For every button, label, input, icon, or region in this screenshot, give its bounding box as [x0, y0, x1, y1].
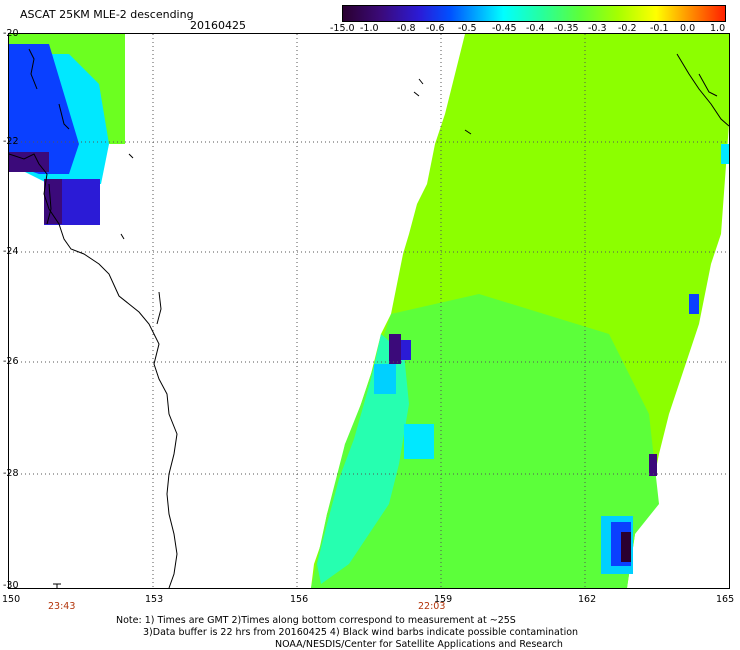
time-label: 23:43 — [48, 601, 76, 612]
lat-label: -20 — [3, 28, 19, 39]
swath-blue-patch — [389, 334, 401, 364]
lat-label: -22 — [3, 136, 19, 147]
lat-label: -24 — [3, 246, 19, 257]
coastline-reef — [120, 78, 472, 240]
colorbar-labels: -15.0 -1.0 -0.8 -0.6 -0.5 -0.45 -0.4 -0.… — [330, 23, 740, 37]
lat-label: -26 — [3, 356, 19, 367]
time-marker — [53, 583, 61, 588]
lon-label: 150 — [2, 594, 21, 605]
swath-blue-patch — [649, 454, 657, 476]
colorbar-label: -15.0 — [330, 23, 355, 34]
colorbar-label: -0.6 — [426, 23, 445, 34]
lon-label: 156 — [290, 594, 309, 605]
swath-cyan-patch — [721, 144, 729, 164]
colorbar-label: -1.0 — [360, 23, 379, 34]
colorbar-label: -0.2 — [618, 23, 637, 34]
colorbar — [342, 5, 726, 22]
lon-label: 165 — [716, 594, 735, 605]
colorbar-label: 0.0 — [680, 23, 696, 34]
lon-label: 159 — [434, 594, 453, 605]
coastline-fraser — [156, 291, 162, 325]
lon-label: 153 — [145, 594, 164, 605]
colorbar-label: -0.3 — [588, 23, 607, 34]
swath-cyan-band — [317, 334, 409, 584]
colorbar-label: 1.0 — [710, 23, 726, 34]
map-svg — [9, 34, 729, 588]
swath-cyan-patch — [404, 424, 434, 459]
swath-blue-patch — [401, 340, 411, 360]
colorbar-label: -0.1 — [650, 23, 669, 34]
lon-label: 162 — [578, 594, 597, 605]
product-title: ASCAT 25KM MLE-2 descending — [20, 8, 194, 21]
swath-dark-patch — [621, 532, 631, 562]
lat-label: -28 — [3, 468, 19, 479]
colorbar-label: -0.4 — [526, 23, 545, 34]
lat-label: -30 — [3, 580, 19, 591]
coastline-upper — [28, 48, 70, 130]
coastline-australia — [9, 153, 178, 588]
colorbar-label: -0.45 — [492, 23, 517, 34]
coastline-newcal — [676, 53, 729, 127]
colorbar-label: -0.5 — [458, 23, 477, 34]
left-patch-purple-lower — [44, 179, 62, 224]
swath-blue-patch — [689, 294, 699, 314]
colorbar-label: -0.35 — [554, 23, 579, 34]
swath-cyan-patch — [374, 364, 396, 394]
colorbar-label: -0.8 — [397, 23, 416, 34]
coastline-island — [46, 183, 52, 225]
note-line: NOAA/NESDIS/Center for Satellite Applica… — [275, 639, 563, 650]
map-grid — [9, 34, 729, 588]
map-plot-area — [8, 33, 730, 589]
time-label: 22:03 — [418, 601, 446, 612]
note-line: 3)Data buffer is 22 hrs from 20160425 4)… — [143, 627, 579, 638]
note-line: Note: 1) Times are GMT 2)Times along bot… — [116, 615, 516, 626]
product-date: 20160425 — [190, 19, 246, 32]
